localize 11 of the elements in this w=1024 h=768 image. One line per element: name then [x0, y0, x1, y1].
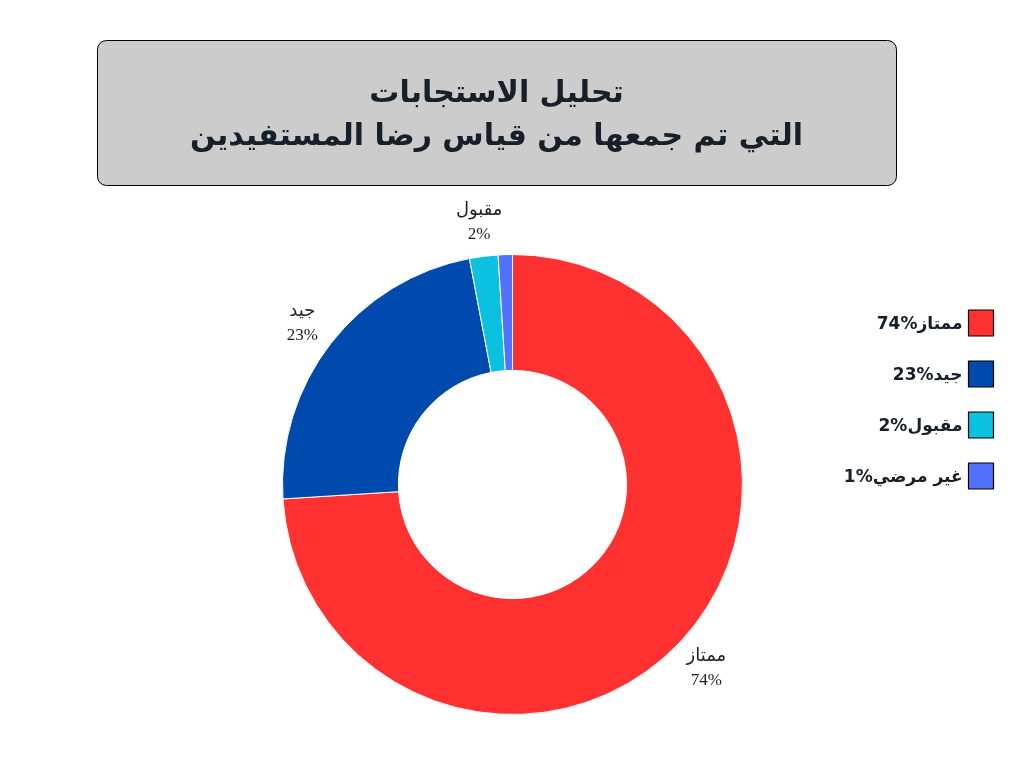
slice-label: جيد	[289, 298, 316, 320]
legend-label: 1%غير مرضي	[843, 466, 963, 487]
text: 74%ممتاز	[876, 313, 963, 333]
chart-title: تحليل الاستجابات التي تم جمعها من قياس رضا المستفيدين	[190, 73, 803, 153]
slice-label: مقبول	[455, 198, 503, 221]
slice-label: ممتاز	[685, 644, 727, 666]
data-label: 2%	[467, 224, 491, 244]
text: 23%جيد	[892, 364, 963, 384]
data-label: 74%	[690, 670, 722, 690]
text: 2%مقبول	[878, 415, 963, 435]
data-label: 23%	[286, 324, 318, 344]
